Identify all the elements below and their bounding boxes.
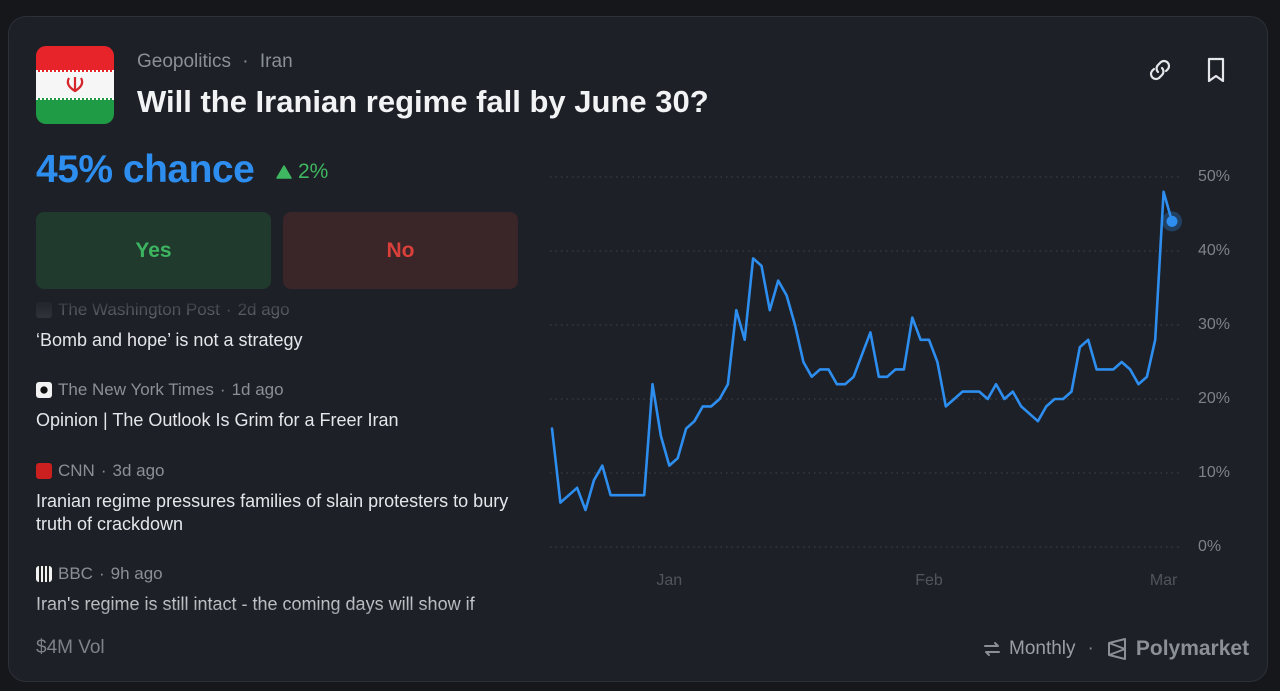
separator: · [225,300,232,319]
separator: · [242,51,249,72]
brand: Polymarket [1135,637,1250,660]
news-source: The Washington Post [58,300,220,319]
flag-icon [36,46,114,124]
news-meta: The New York Times · 1d ago [36,380,516,400]
brand-logo [1107,638,1126,660]
bookmark-button[interactable] [1204,56,1228,84]
y-tick-label: 30% [1198,316,1230,333]
topic[interactable]: Iran [259,51,293,72]
news-headline: ‘Bomb and hope’ is not a strategy [36,330,303,350]
x-tick-label: Feb [915,572,943,589]
news-time: 1d ago [231,380,284,399]
news-source: BBC [58,564,93,583]
y-tick-label: 10% [1198,464,1230,481]
link-button[interactable] [1146,56,1174,84]
news-item[interactable]: The Washington Post · 2d ago ‘Bomb and hope… [36,300,516,352]
news-headline: Opinion | The Outlook Is Grim for a Free… [36,410,399,430]
news-headline: Iranian regime pressures families of sla… [36,491,509,534]
up-arrow [276,165,292,179]
news-item[interactable]: The New York Times · 1d ago Opinion | The O… [36,380,516,432]
source-icon [36,302,52,318]
news-meta: CNN · 3d ago [36,461,516,481]
y-tick-label: 20% [1198,390,1230,407]
news-time: 3d ago [112,461,165,480]
separator: · [100,461,107,480]
category[interactable]: Geopolitics [137,51,231,72]
no-button[interactable]: No [283,212,518,289]
news-source: The New York Times [58,380,214,399]
news-time: 2d ago [237,300,290,319]
separator: · [219,380,226,399]
news-list: The Washington Post · 2d ago ‘Bomb and hope… [36,300,526,616]
source-icon [36,566,52,582]
news-meta: BBC · 9h ago [36,564,516,584]
line [550,190,1174,512]
y-tick-label: 50% [1198,168,1230,185]
yes-button[interactable]: Yes [36,212,271,289]
volume: $4M Vol [36,637,105,658]
source-icon [36,382,52,398]
news-item[interactable]: BBC · 9h ago Iran's regime is still intact … [36,564,516,616]
news-time: 9h ago [110,564,163,583]
last-point [1166,215,1178,227]
interval[interactable]: Monthly [1009,638,1076,659]
footer-right: Monthly · Polymarket [983,637,1249,661]
news-headline: Iran's regime is still intact - the comi… [36,594,475,614]
y-tick-label: 40% [1198,242,1230,259]
change: 2% [276,160,328,184]
x-tick-label: Jan [656,572,682,589]
separator: · [1087,638,1094,659]
news-meta: The Washington Post · 2d ago [36,300,516,320]
interval-icon [984,642,1000,656]
separator: · [98,564,105,583]
market-card[interactable] [8,16,1268,682]
change-value: 2% [298,160,329,183]
news-item[interactable]: CNN · 3d ago Iranian regime pressures famil… [36,461,516,536]
y-tick-label: 0% [1198,538,1221,555]
news-source: CNN [58,461,95,480]
x-tick-label: Mar [1150,572,1178,589]
source-icon [36,463,52,479]
chance: 45% chance [36,148,255,191]
market-title: Will the Iranian regime fall by June 30? [137,84,709,119]
